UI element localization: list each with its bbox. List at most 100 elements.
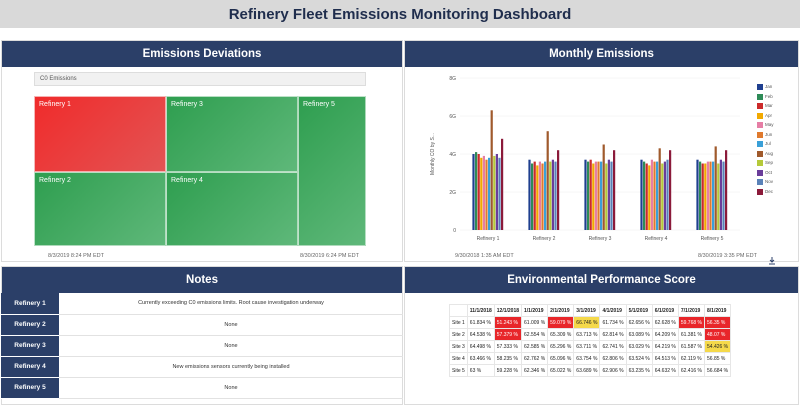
bar bbox=[714, 146, 717, 230]
score-cell: 62.741 % bbox=[599, 340, 627, 353]
legend-swatch bbox=[757, 188, 763, 195]
legend-swatch bbox=[757, 179, 763, 185]
legend-label[interactable]: Oct bbox=[765, 169, 773, 175]
legend-label[interactable]: Sep bbox=[765, 160, 774, 165]
legend-label[interactable]: Dec bbox=[765, 188, 774, 194]
tile-label: Refinery 3 bbox=[171, 101, 203, 108]
bar bbox=[706, 161, 709, 230]
bar bbox=[541, 163, 544, 230]
column-header: 6/1/2019 bbox=[651, 304, 679, 317]
legend-label[interactable]: Nov bbox=[765, 179, 774, 184]
tile-refinery-2[interactable]: Refinery 2 bbox=[34, 172, 166, 246]
bar bbox=[709, 161, 712, 230]
bar bbox=[658, 148, 661, 230]
tile-label: Refinery 2 bbox=[39, 177, 71, 184]
score-cell: 56.35 % bbox=[703, 316, 732, 329]
score-cell: 62.906 % bbox=[599, 364, 627, 377]
emissions-selector[interactable]: C0 Emissions bbox=[34, 72, 366, 86]
y-tick-label: 6G bbox=[449, 114, 456, 120]
score-cell: 64.209 % bbox=[651, 328, 679, 341]
download-icon[interactable] bbox=[768, 252, 776, 265]
table-row: Refinery 5 None bbox=[1, 377, 403, 399]
score-cell: 65.096 % bbox=[547, 352, 575, 365]
score-cell: 63.089 % bbox=[625, 328, 653, 341]
score-cell: 64.538 % bbox=[466, 328, 495, 341]
bar bbox=[719, 159, 722, 230]
legend-label[interactable]: Mar bbox=[765, 103, 773, 108]
x-tick-label: Refinery 4 bbox=[645, 236, 668, 242]
score-cell: 59.079 % bbox=[547, 316, 575, 329]
column-header bbox=[449, 304, 468, 317]
legend-label[interactable]: Jul bbox=[765, 141, 771, 146]
table-row: Site 3 64.498 % 57.333 % 62.585 % 65.296 % 63… bbox=[449, 340, 732, 353]
legend-label[interactable]: Jun bbox=[765, 131, 773, 137]
tile-refinery-1[interactable]: Refinery 1 bbox=[34, 96, 166, 172]
bar bbox=[546, 131, 549, 230]
bar bbox=[712, 161, 715, 230]
bar bbox=[544, 161, 547, 230]
score-cell: 63.754 % bbox=[573, 352, 601, 365]
score-cell: 65.309 % bbox=[547, 328, 575, 341]
bar bbox=[613, 150, 616, 230]
performance-table: 11/1/2018 12/1/2018 1/1/2019 2/1/2019 3/1/20… bbox=[449, 304, 732, 377]
notes-refinery-name: Refinery 2 bbox=[1, 314, 59, 336]
notes-text: None bbox=[59, 377, 403, 399]
score-cell: 61.734 % bbox=[599, 316, 627, 329]
bar bbox=[477, 154, 480, 230]
legend-label[interactable]: Apr bbox=[765, 112, 773, 118]
column-header: 2/1/2019 bbox=[547, 304, 575, 317]
bar bbox=[533, 161, 536, 230]
legend-label[interactable]: Feb bbox=[765, 93, 773, 99]
score-cell: 62.806 % bbox=[599, 352, 627, 365]
bar bbox=[605, 163, 608, 230]
legend-swatch bbox=[757, 141, 763, 147]
table-row: Site 5 63 % 59.228 % 62.346 % 65.022 % 63.689… bbox=[449, 364, 732, 377]
notes-header: Notes bbox=[2, 267, 402, 293]
score-cell: 62.346 % bbox=[521, 364, 549, 377]
x-tick-label: Refinery 5 bbox=[701, 236, 724, 242]
score-cell: 51.243 % bbox=[493, 316, 523, 329]
y-tick-label: 8G bbox=[449, 76, 456, 82]
y-tick-label: 2G bbox=[449, 190, 456, 196]
tile-refinery-5[interactable]: Refinery 5 bbox=[298, 96, 366, 246]
monthly-end-time: 8/30/2019 3:35 PM EDT bbox=[698, 253, 758, 259]
bar bbox=[725, 150, 728, 230]
bar bbox=[610, 161, 613, 230]
column-header: 5/1/2019 bbox=[625, 304, 653, 317]
site-label: Site 5 bbox=[449, 364, 468, 377]
score-cell: 62.416 % bbox=[677, 364, 706, 377]
notes-refinery-name: Refinery 5 bbox=[1, 377, 59, 399]
table-row: Site 1 61.834 % 51.243 % 61.009 % 59.079 % 66… bbox=[449, 316, 732, 329]
bar bbox=[594, 161, 597, 230]
bar bbox=[501, 138, 504, 230]
bar bbox=[498, 157, 501, 230]
tile-refinery-3[interactable]: Refinery 3 bbox=[166, 96, 298, 172]
deviations-start-time: 8/3/2019 8:24 PM EDT bbox=[48, 253, 104, 259]
table-row: Site 2 64.538 % 57.379 % 62.554 % 65.309 % 63… bbox=[449, 328, 732, 341]
monthly-start-time: 9/30/2018 1:35 AM EDT bbox=[455, 253, 514, 259]
score-cell: 62.656 % bbox=[625, 316, 653, 329]
site-label: Site 1 bbox=[449, 316, 468, 329]
bar bbox=[699, 161, 702, 230]
legend-label[interactable]: Aug bbox=[765, 150, 774, 156]
score-cell: 63.524 % bbox=[625, 352, 653, 365]
score-cell: 64.632 % bbox=[651, 364, 679, 377]
monthly-chart: 0 2G 4G 6G 8G Monthly CO by S... Refinery 1 Ref… bbox=[430, 76, 740, 242]
tile-label: Refinery 1 bbox=[39, 101, 71, 108]
performance-header: Environmental Performance Score bbox=[405, 267, 798, 293]
score-cell: 64.498 % bbox=[466, 340, 495, 353]
score-cell: 62.119 % bbox=[677, 352, 706, 365]
legend-swatch bbox=[757, 93, 763, 100]
column-header: 1/1/2019 bbox=[521, 304, 549, 317]
legend-label[interactable]: May bbox=[765, 122, 774, 127]
legend-swatch bbox=[757, 131, 763, 138]
score-cell: 65.022 % bbox=[547, 364, 575, 377]
score-cell: 63.029 % bbox=[625, 340, 653, 353]
bar bbox=[701, 163, 704, 230]
tile-refinery-4[interactable]: Refinery 4 bbox=[166, 172, 298, 246]
legend-label[interactable]: Jan bbox=[765, 84, 773, 89]
column-header: 7/1/2019 bbox=[677, 304, 706, 317]
site-label: Site 3 bbox=[449, 340, 468, 353]
bar bbox=[485, 159, 488, 230]
notes-text: Currently exceeding C0 emissions limits.… bbox=[59, 293, 403, 315]
